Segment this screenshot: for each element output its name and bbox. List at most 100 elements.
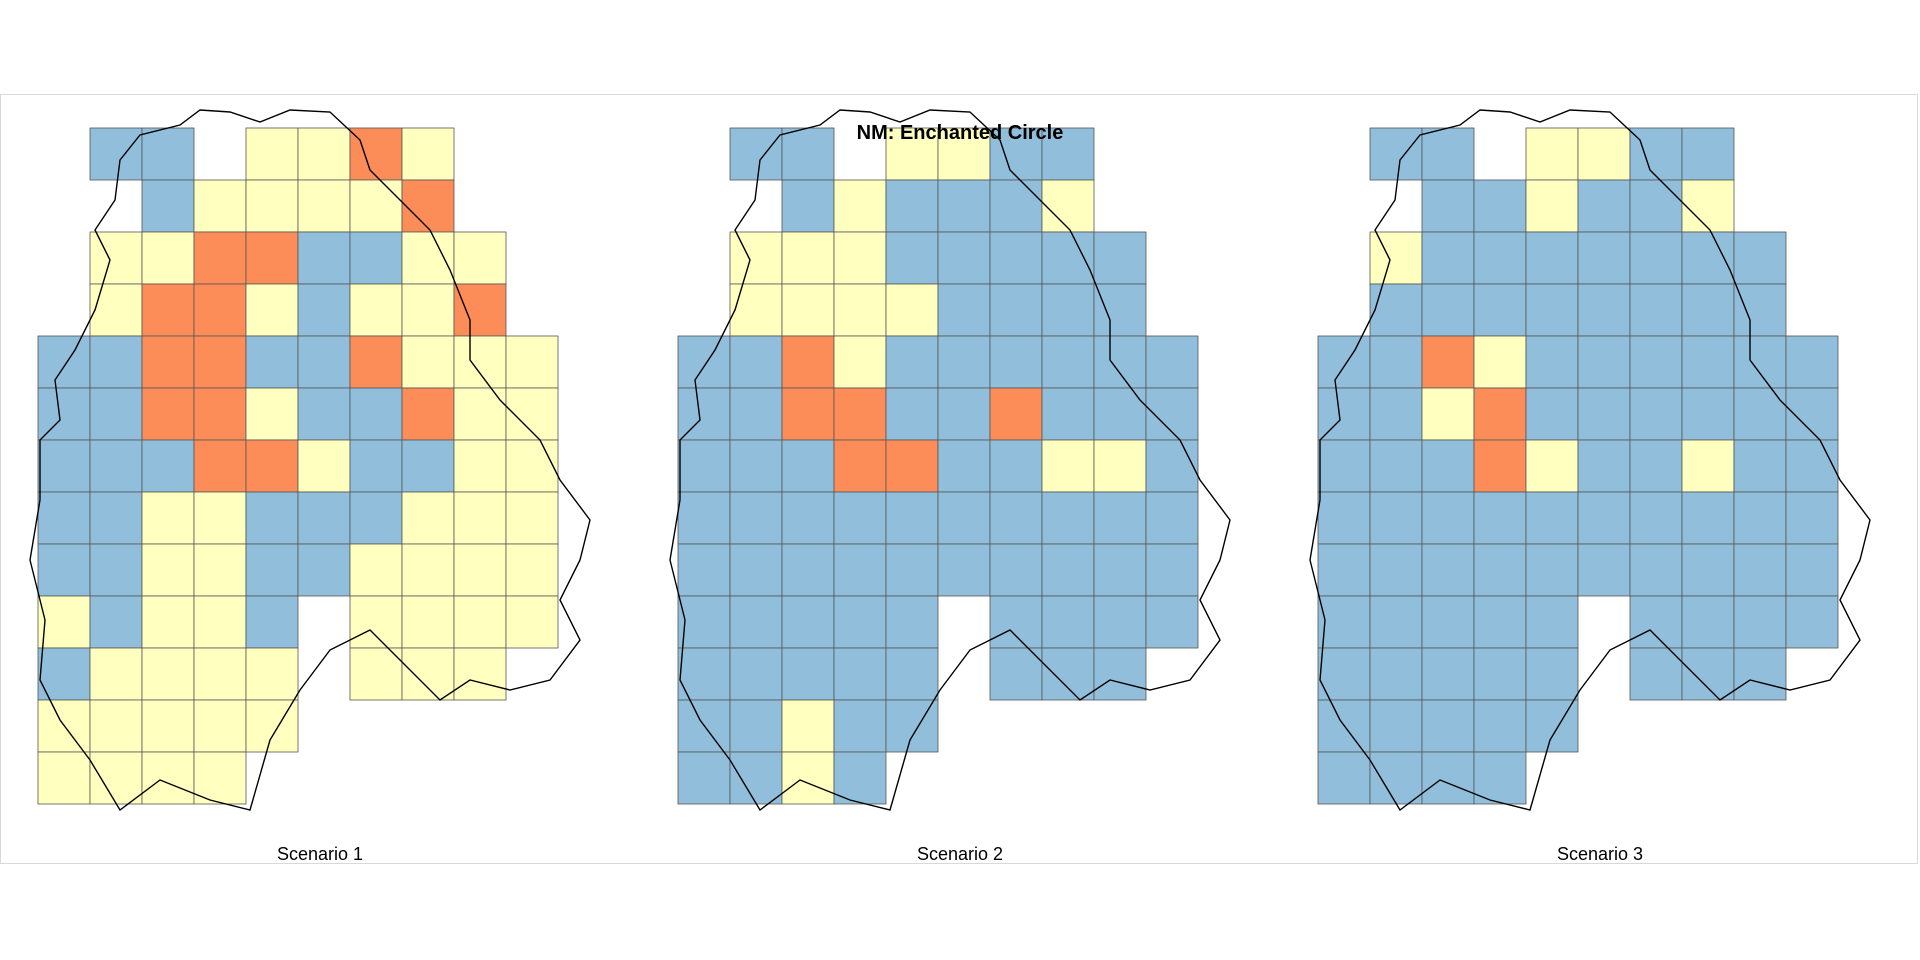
map-cell	[1629, 179, 1683, 233]
map-cell	[1041, 491, 1095, 545]
map-cell	[245, 335, 299, 389]
map-cell	[1317, 595, 1371, 649]
map-cell	[1041, 179, 1095, 233]
map-cell	[89, 647, 143, 701]
map-cell	[193, 751, 247, 805]
map-cell	[89, 387, 143, 441]
map-cell	[37, 543, 91, 597]
map-cell	[89, 595, 143, 649]
scenario-1-map	[29, 109, 591, 812]
map-cell	[1041, 283, 1095, 337]
map-cell	[1041, 127, 1095, 181]
map-cell	[453, 491, 507, 545]
map-cell	[885, 439, 939, 493]
map-cell	[1681, 179, 1735, 233]
figure-frame	[0, 94, 1918, 864]
map-cell	[781, 699, 835, 753]
map-cell	[677, 647, 731, 701]
map-cell	[1041, 335, 1095, 389]
map-cell	[1473, 595, 1527, 649]
map-cell	[245, 179, 299, 233]
map-cell	[245, 543, 299, 597]
map-cell	[677, 595, 731, 649]
map-cell	[729, 231, 783, 285]
map-cell	[885, 179, 939, 233]
map-cell	[89, 127, 143, 181]
map-cell	[193, 543, 247, 597]
boundary-outline	[669, 109, 1231, 812]
map-cell	[349, 283, 403, 337]
map-cell	[989, 387, 1043, 441]
map-cell	[1421, 543, 1475, 597]
map-cell	[1369, 699, 1423, 753]
map-cell	[1733, 387, 1787, 441]
map-cell	[1093, 595, 1147, 649]
map-cell	[37, 647, 91, 701]
map-cell	[1145, 439, 1199, 493]
map-cell	[937, 335, 991, 389]
map-cell	[781, 283, 835, 337]
map-cell	[1681, 491, 1735, 545]
map-cell	[1041, 231, 1095, 285]
map-cell	[297, 491, 351, 545]
map-cell	[1093, 543, 1147, 597]
map-cell	[401, 543, 455, 597]
map-cell	[1473, 543, 1527, 597]
map-cell	[1629, 543, 1683, 597]
map-cell	[1577, 283, 1631, 337]
map-cell	[885, 595, 939, 649]
map-cell	[833, 491, 887, 545]
map-cell	[833, 751, 887, 805]
map-cell	[729, 595, 783, 649]
map-cell	[141, 283, 195, 337]
map-cell	[245, 439, 299, 493]
map-cell	[141, 647, 195, 701]
map-cell	[1577, 231, 1631, 285]
map-cell	[401, 387, 455, 441]
map-cell	[1369, 751, 1423, 805]
map-cell	[989, 231, 1043, 285]
map-cell	[453, 283, 507, 337]
map-cell	[989, 439, 1043, 493]
map-cell	[1733, 595, 1787, 649]
map-cell	[193, 647, 247, 701]
map-cell	[677, 543, 731, 597]
map-cell	[401, 491, 455, 545]
map-cell	[37, 387, 91, 441]
map-cell	[1525, 647, 1579, 701]
map-cell	[729, 335, 783, 389]
map-cell	[141, 491, 195, 545]
map-cell	[141, 699, 195, 753]
map-cell	[193, 283, 247, 337]
map-cell	[937, 127, 991, 181]
map-cell	[1369, 439, 1423, 493]
map-cell	[1577, 491, 1631, 545]
map-cell	[349, 179, 403, 233]
map-cell	[781, 439, 835, 493]
map-cell	[1041, 595, 1095, 649]
map-cell	[1525, 491, 1579, 545]
map-cell	[1421, 699, 1475, 753]
map-cell	[349, 335, 403, 389]
map-cell	[1629, 283, 1683, 337]
map-cell	[141, 595, 195, 649]
map-cell	[781, 647, 835, 701]
map-cell	[401, 595, 455, 649]
map-cell	[1145, 595, 1199, 649]
map-cell	[89, 231, 143, 285]
map-cell	[885, 231, 939, 285]
map-cell	[193, 179, 247, 233]
map-cell	[37, 751, 91, 805]
map-cell	[1369, 543, 1423, 597]
map-cell	[245, 699, 299, 753]
map-cell	[505, 543, 559, 597]
map-cell	[349, 647, 403, 701]
scenario-1-caption: Scenario 1	[276, 844, 364, 864]
map-cell	[1317, 491, 1371, 545]
map-cell	[193, 699, 247, 753]
map-cell	[1041, 439, 1095, 493]
map-cell	[781, 595, 835, 649]
map-cell	[729, 751, 783, 805]
map-cell	[297, 543, 351, 597]
map-cell	[885, 283, 939, 337]
